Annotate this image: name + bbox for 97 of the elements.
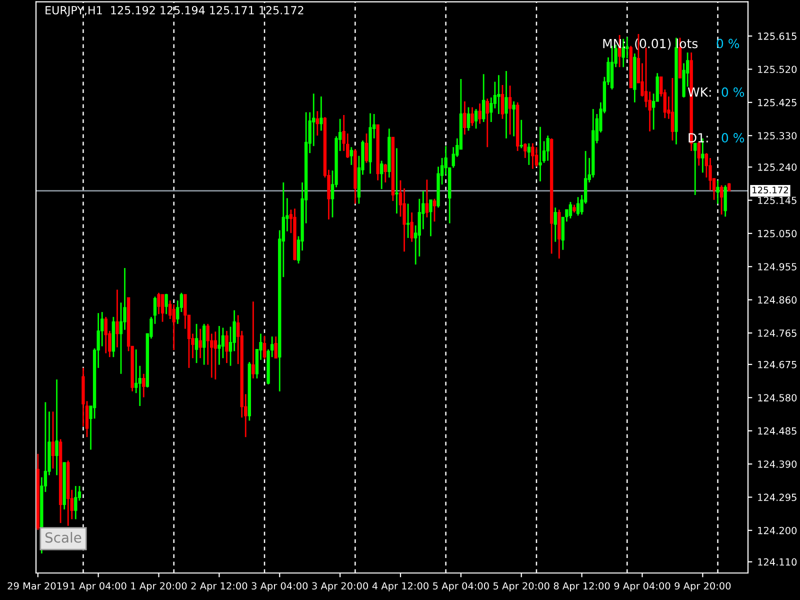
candlestick <box>429 199 432 237</box>
y-tick-label: 125.145 <box>758 196 796 204</box>
x-tick-label: 9 Apr 04:00 <box>614 582 670 592</box>
candlestick <box>708 157 712 191</box>
x-tick-label: 1 Apr 04:00 <box>70 582 126 592</box>
candlestick <box>720 184 724 216</box>
candlestick <box>697 140 700 166</box>
annotation: Scale <box>45 532 82 543</box>
candlestick <box>350 146 353 166</box>
candlestick <box>380 160 384 190</box>
candlestick <box>568 201 572 220</box>
x-tick-label: 5 Apr 20:00 <box>494 582 550 592</box>
annotation: 0 % <box>722 133 744 143</box>
x-tick-label: 4 Apr 12:00 <box>372 582 428 592</box>
candlestick <box>508 84 512 136</box>
candlestick <box>425 178 429 218</box>
y-tick-label: 125.050 <box>758 230 797 238</box>
candlestick <box>384 163 387 184</box>
candlestick <box>432 198 436 222</box>
candlestick <box>716 180 720 204</box>
candlestick <box>51 410 55 470</box>
candlestick <box>694 142 697 196</box>
y-tick-label: 124.200 <box>758 526 797 534</box>
candlestick <box>218 325 221 366</box>
y-tick-label: 125.615 <box>758 32 796 40</box>
candlestick <box>157 292 160 315</box>
x-tick-label: 5 Apr 04:00 <box>433 582 489 592</box>
candlestick <box>520 119 523 149</box>
candlestick <box>202 323 206 366</box>
y-tick-label: 125.240 <box>758 164 797 171</box>
candlestick <box>538 126 542 182</box>
candlestick <box>142 373 146 398</box>
y-tick-label: 124.765 <box>758 329 796 337</box>
candlestick <box>160 294 164 323</box>
y-tick-label: 125.330 <box>758 132 797 140</box>
candlestick <box>504 70 508 140</box>
candlestick <box>474 108 478 130</box>
candlestick <box>463 100 466 136</box>
chart-title: EURJPY,H1 125.192 125.194 125.171 125.172 <box>46 6 304 16</box>
x-tick-label: 3 Apr 20:00 <box>312 582 368 592</box>
candlestick <box>527 142 531 166</box>
candlestick <box>546 134 550 162</box>
x-tick-label: 3 Apr 04:00 <box>252 582 308 592</box>
candlestick <box>466 106 470 132</box>
candlestick <box>116 288 119 348</box>
candlestick <box>320 96 323 132</box>
candlestick <box>470 106 474 127</box>
y-tick-label: 125.425 <box>758 98 796 106</box>
annotation: 0 % <box>722 87 744 97</box>
candlestick <box>531 142 534 170</box>
candlestick <box>104 316 108 354</box>
x-tick-label: 8 Apr 12:00 <box>554 582 610 592</box>
candlestick <box>478 102 482 124</box>
candlestick <box>486 98 489 148</box>
y-tick-label: 125.520 <box>758 66 797 74</box>
candlestick <box>576 196 580 216</box>
y-tick-label: 124.580 <box>758 394 797 402</box>
candlestick <box>194 323 198 364</box>
annotation: 0 % <box>716 38 740 48</box>
candlestick <box>512 100 516 137</box>
candlestick <box>316 110 319 136</box>
candlestick <box>406 203 410 239</box>
candlestick <box>670 77 674 142</box>
candlestick <box>724 184 727 218</box>
y-tick-label: 124.860 <box>758 296 797 304</box>
candlestick <box>252 300 255 380</box>
candlestick <box>482 73 486 123</box>
y-tick-label: 124.955 <box>758 263 796 270</box>
candlestick <box>164 293 168 315</box>
candlestick <box>225 330 228 364</box>
candlestick <box>626 36 629 60</box>
y-tick-label: 124.110 <box>758 558 797 566</box>
candlestick <box>554 206 557 243</box>
x-tick-label: 1 Apr 20:00 <box>131 582 187 592</box>
candlestick <box>395 147 398 214</box>
y-tick-label: 124.295 <box>758 494 796 502</box>
candlestick <box>534 146 538 168</box>
candlestick <box>198 328 202 359</box>
candlestick <box>364 132 368 164</box>
candlestick <box>274 336 278 359</box>
x-tick-label: 29 Mar 2019 <box>8 582 68 590</box>
candlestick <box>497 74 500 115</box>
y-tick-label: 124.485 <box>758 427 796 435</box>
candlestick <box>410 212 414 243</box>
y-tick-label: 124.675 <box>758 360 796 368</box>
candlestick <box>561 216 565 251</box>
candlestick <box>172 304 176 351</box>
ref-line-label: 125.172 <box>752 186 788 194</box>
candlestick <box>262 335 266 360</box>
candlestick <box>55 378 58 476</box>
candlestick <box>214 330 218 380</box>
candlestick <box>500 84 504 120</box>
y-tick-label: 124.390 <box>758 460 797 468</box>
candlestick <box>524 142 527 159</box>
candlestick <box>74 485 78 520</box>
x-tick-label: 9 Apr 20:00 <box>674 582 731 592</box>
x-tick-label: 2 Apr 12:00 <box>191 582 248 592</box>
